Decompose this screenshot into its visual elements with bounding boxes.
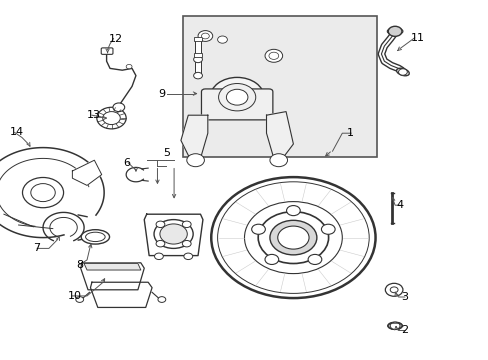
Circle shape [286, 206, 300, 216]
Circle shape [183, 253, 192, 260]
Text: 2: 2 [400, 325, 407, 336]
Text: 11: 11 [410, 33, 424, 43]
Text: 5: 5 [163, 148, 169, 158]
Ellipse shape [387, 322, 402, 329]
Circle shape [31, 184, 55, 202]
FancyBboxPatch shape [101, 48, 113, 54]
Text: 12: 12 [108, 33, 122, 44]
Circle shape [218, 84, 255, 111]
Text: 1: 1 [346, 128, 353, 138]
Ellipse shape [81, 230, 109, 244]
Circle shape [22, 177, 63, 208]
Text: 3: 3 [400, 292, 407, 302]
Bar [193, 53, 202, 57]
Circle shape [156, 221, 164, 228]
Ellipse shape [386, 28, 402, 35]
Polygon shape [84, 264, 141, 270]
Polygon shape [266, 112, 293, 160]
Circle shape [217, 182, 368, 293]
Circle shape [244, 202, 342, 274]
Circle shape [160, 224, 187, 244]
Circle shape [269, 220, 316, 255]
Text: 7: 7 [33, 243, 41, 253]
Polygon shape [72, 160, 102, 185]
Circle shape [182, 221, 191, 228]
Polygon shape [90, 282, 152, 307]
Circle shape [264, 49, 282, 62]
Circle shape [156, 240, 164, 247]
Circle shape [389, 322, 399, 329]
Circle shape [269, 154, 287, 167]
Ellipse shape [85, 232, 105, 242]
Text: 9: 9 [158, 89, 165, 99]
Circle shape [97, 107, 126, 129]
Circle shape [389, 287, 397, 293]
Circle shape [201, 33, 209, 39]
Circle shape [186, 154, 204, 167]
Circle shape [217, 36, 227, 43]
Polygon shape [181, 115, 207, 160]
Circle shape [182, 240, 191, 247]
Circle shape [76, 297, 83, 302]
Text: 10: 10 [67, 291, 81, 301]
Circle shape [211, 177, 375, 298]
Bar [193, 37, 202, 41]
Circle shape [277, 226, 308, 249]
Circle shape [193, 72, 202, 79]
Circle shape [154, 220, 193, 248]
Circle shape [113, 103, 124, 112]
FancyBboxPatch shape [201, 89, 272, 120]
Circle shape [307, 255, 321, 265]
Circle shape [258, 212, 328, 264]
Bar [183, 16, 376, 157]
Polygon shape [144, 214, 203, 256]
Circle shape [198, 31, 212, 41]
Circle shape [154, 253, 163, 260]
Text: 4: 4 [395, 200, 403, 210]
Circle shape [264, 255, 278, 265]
Circle shape [268, 52, 278, 59]
Circle shape [210, 77, 264, 117]
Circle shape [321, 224, 334, 234]
Circle shape [193, 56, 202, 63]
Text: 8: 8 [76, 260, 83, 270]
Bar [195, 56, 201, 76]
Text: 6: 6 [123, 158, 130, 168]
Text: 13: 13 [87, 110, 101, 120]
Circle shape [102, 112, 120, 125]
Circle shape [126, 64, 132, 69]
Ellipse shape [396, 68, 408, 76]
Circle shape [387, 26, 401, 36]
Circle shape [385, 283, 402, 296]
Circle shape [398, 69, 407, 75]
Circle shape [251, 224, 265, 234]
Circle shape [226, 89, 247, 105]
Bar [195, 40, 201, 59]
Text: 14: 14 [10, 127, 24, 138]
Circle shape [158, 297, 165, 302]
Polygon shape [81, 263, 144, 290]
